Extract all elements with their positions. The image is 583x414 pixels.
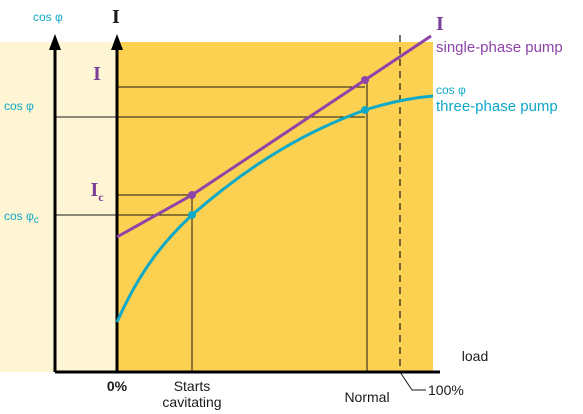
series-line-three-phase-pump — [115, 94, 434, 323]
x-tick-normal: Normal — [344, 389, 389, 405]
y-label-I: I — [93, 63, 101, 85]
point-three-phase-cavitating — [188, 211, 196, 219]
inner-axis-title: I — [112, 6, 120, 28]
plot-area-background — [117, 42, 433, 372]
left-axis-title: cos φ — [33, 10, 63, 24]
point-three-phase-normal — [361, 106, 369, 114]
x-tick-starts-line2: cavitating — [162, 394, 221, 410]
legend-label-three-phase: three-phase pump — [436, 98, 558, 115]
x-axis-label-load: load — [462, 348, 488, 364]
x-tick-100-percent: 100% — [428, 382, 464, 398]
y-label-cosphi-c: cos φc — [4, 209, 39, 226]
point-single-phase-normal — [361, 76, 369, 84]
inner-y-axis-arrow — [111, 34, 123, 50]
y-label-Ic: Ic — [90, 179, 104, 204]
legend-symbol-single-phase: I — [436, 13, 444, 35]
point-single-phase-cavitating — [188, 191, 196, 199]
left-band-background — [0, 42, 117, 372]
leader-100 — [399, 371, 426, 391]
series-line-single-phase-pump — [116, 34, 432, 239]
y-label-cosphi: cos φ — [4, 99, 34, 113]
legend-label-single-phase: single-phase pump — [436, 39, 563, 56]
x-tick-starts-line1: Starts — [174, 378, 211, 394]
left-y-axis-arrow — [49, 34, 61, 50]
x-tick-0-percent: 0% — [107, 378, 128, 394]
legend-symbol-three-phase: cos φ — [436, 83, 466, 97]
